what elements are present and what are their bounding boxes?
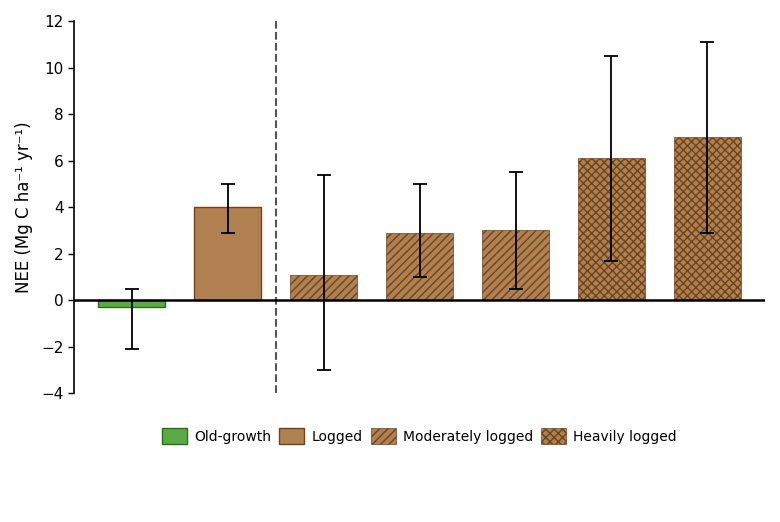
- Bar: [674, 137, 741, 300]
- Bar: [98, 300, 165, 307]
- Bar: [578, 158, 645, 300]
- Y-axis label: NEE (Mg C ha⁻¹ yr⁻¹): NEE (Mg C ha⁻¹ yr⁻¹): [15, 122, 33, 293]
- Bar: [386, 233, 453, 300]
- Legend: Old-growth, Logged, Moderately logged, Heavily logged: Old-growth, Logged, Moderately logged, H…: [157, 423, 682, 450]
- Bar: [482, 231, 549, 300]
- Bar: [194, 207, 261, 300]
- Bar: [290, 275, 357, 300]
